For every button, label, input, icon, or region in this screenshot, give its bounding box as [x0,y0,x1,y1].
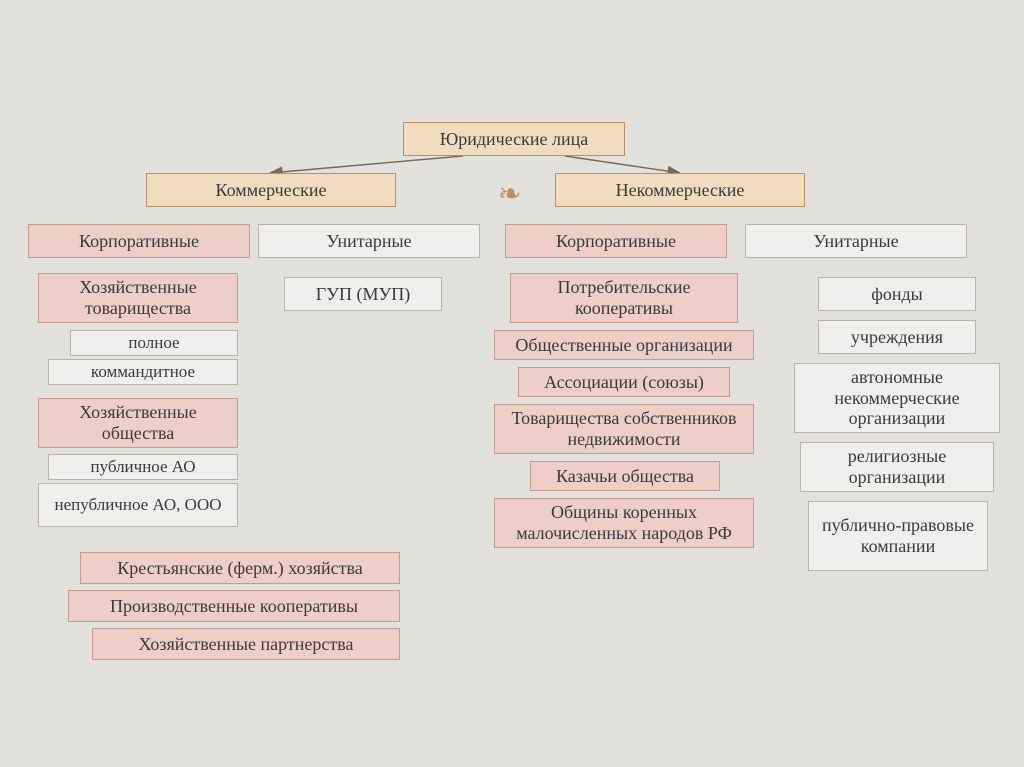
flourish-icon: ❧ [498,177,521,211]
box-n_corp: Корпоративные [505,224,727,258]
box-polnoe: полное [70,330,238,356]
box-pub_ao: публичное АО [48,454,238,480]
box-obsh_org: Общественные организации [494,330,754,360]
box-n_unit: Унитарные [745,224,967,258]
box-root: Юридические лица [403,122,625,156]
box-gup: ГУП (МУП) [284,277,442,311]
box-kazach: Казачьи общества [530,461,720,491]
box-hoz_part: Хозяйственные партнерства [92,628,400,660]
box-potreb: Потребительские кооперативы [510,273,738,323]
box-tsn: Товарищества собственников недвижимости [494,404,754,454]
box-kommandit: коммандитное [48,359,238,385]
box-c_unit: Унитарные [258,224,480,258]
box-uchr: учреждения [818,320,976,354]
box-fondy: фонды [818,277,976,311]
box-hoz_ob: Хозяйственные общества [38,398,238,448]
box-nepub_ao: непубличное АО, ООО [38,483,238,527]
box-relig: религиозные организации [800,442,994,492]
box-avto_nko: автономные некоммерческие организации [794,363,1000,433]
box-noncommercial: Некоммерческие [555,173,805,207]
box-obschiny: Общины коренных малочисленных народов РФ [494,498,754,548]
box-krest: Крестьянские (ферм.) хозяйства [80,552,400,584]
box-commercial: Коммерческие [146,173,396,207]
box-hoz_tov: Хозяйственные товарищества [38,273,238,323]
box-pub_prav: публично-правовые компании [808,501,988,571]
box-assoc: Ассоциации (союзы) [518,367,730,397]
box-c_corp: Корпоративные [28,224,250,258]
box-proizv: Производственные кооперативы [68,590,400,622]
